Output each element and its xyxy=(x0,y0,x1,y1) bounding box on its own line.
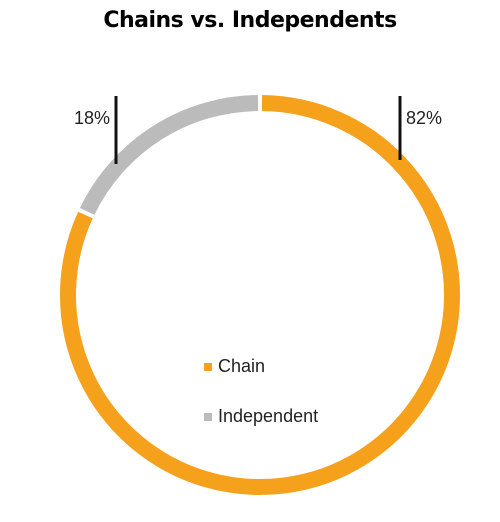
chart-title: Chains vs. Independents xyxy=(103,8,397,33)
legend-label-chain: Chain xyxy=(218,356,265,376)
legend-label-independent: Independent xyxy=(218,406,318,426)
slice-chain xyxy=(60,95,460,495)
slice-independent xyxy=(79,95,259,215)
value-label-chain: 82% xyxy=(406,108,442,128)
legend-swatch-chain xyxy=(204,363,212,371)
legend-swatch-independent xyxy=(204,413,212,421)
value-label-independent: 18% xyxy=(74,108,110,128)
